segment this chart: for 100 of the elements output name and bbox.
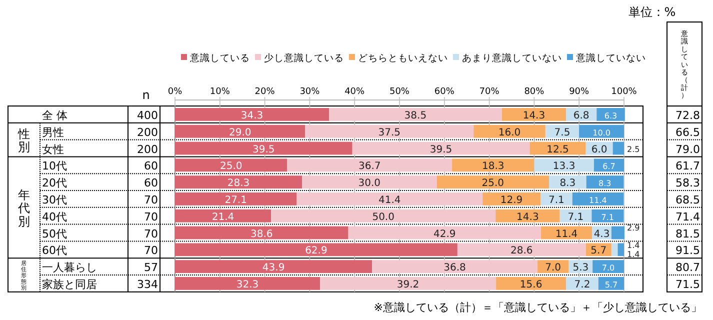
data-label: 30.0 [358, 178, 381, 190]
bar [320, 277, 496, 290]
text: 200 [137, 142, 158, 156]
data-label: 8.3 [560, 178, 576, 190]
data-label: 50.0 [372, 212, 394, 223]
bar [452, 158, 534, 172]
bar [540, 192, 572, 206]
text: 71.5 [676, 278, 700, 291]
data-label: 39.2 [396, 279, 420, 290]
bar [175, 108, 330, 121]
bar [457, 243, 586, 256]
bar [596, 108, 625, 121]
bar [612, 142, 624, 155]
text: 性別 [17, 127, 30, 154]
data-label: 6.8 [573, 110, 590, 122]
bar [348, 226, 541, 240]
bar [175, 158, 288, 172]
y-tick-label: 家族と同居 [42, 278, 97, 291]
bar [175, 192, 297, 206]
data-label: 7.1 [601, 212, 614, 222]
bar [496, 277, 566, 290]
bar [618, 243, 624, 256]
bar [545, 124, 580, 138]
text: 61.7 [676, 160, 700, 173]
bar [611, 243, 618, 256]
bar [175, 142, 352, 155]
text: 200 [137, 126, 158, 139]
data-label: 2.5 [627, 144, 640, 154]
bar [502, 108, 566, 121]
bar [592, 209, 624, 222]
data-label: 18.3 [482, 161, 504, 172]
bar [572, 192, 624, 206]
bar [482, 192, 540, 206]
text: 単位：% [628, 5, 676, 19]
text: 57 [144, 261, 158, 274]
bar [305, 124, 474, 138]
text: 66.5 [676, 126, 700, 139]
data-label: 5.3 [572, 262, 589, 274]
data-label: 6.3 [604, 111, 618, 120]
text: 60 [144, 176, 158, 190]
data-label: 1.4 [627, 250, 640, 260]
data-label: 25.0 [482, 178, 504, 190]
bar [287, 158, 452, 172]
x-tick-label: 40% [344, 87, 366, 97]
bar [537, 260, 569, 273]
bar [175, 243, 458, 256]
data-label: 7.0 [545, 262, 562, 274]
text: 71.4 [676, 210, 700, 224]
bar [329, 108, 502, 121]
text: ※意識している（計）＝「意識している」＋「少し意識している」 [374, 301, 702, 314]
bar [175, 277, 320, 290]
text: 79.0 [676, 142, 700, 156]
y-tick-label: 60代 [42, 244, 67, 258]
bar [560, 209, 592, 222]
y-tick-label: 10代 [42, 160, 67, 173]
bar [549, 176, 586, 188]
bar [352, 142, 530, 155]
x-tick-label: 70% [479, 87, 500, 97]
bar [534, 158, 594, 172]
text: 81.5 [676, 227, 700, 240]
data-label: 42.9 [433, 228, 456, 240]
x-tick-label: 60% [434, 87, 455, 97]
bar [175, 124, 306, 138]
data-label: 27.1 [224, 194, 247, 206]
text: 70 [144, 194, 158, 206]
y-tick-label: 男性 [42, 126, 64, 139]
bar [586, 176, 624, 188]
data-label: 12.9 [500, 194, 523, 206]
bar [296, 192, 483, 206]
legend-label: 意識していない [575, 52, 646, 64]
data-label: 16.0 [498, 127, 521, 138]
x-tick-label: 10% [210, 87, 230, 97]
data-label: 11.4 [589, 196, 607, 205]
bar [496, 209, 560, 222]
x-tick-label: 80% [524, 87, 545, 97]
data-label: 7.0 [602, 264, 615, 273]
data-label: 37.5 [378, 127, 401, 138]
text: 72.8 [676, 109, 700, 122]
data-label: 32.3 [236, 279, 259, 290]
legend-label: あまり意識していない [462, 52, 562, 64]
bar [598, 277, 624, 290]
data-label: 8.3 [598, 179, 612, 188]
legend-label: どちらともいえない [358, 53, 448, 64]
x-tick-label: 30% [300, 87, 320, 97]
y-tick-label: 40代 [42, 210, 67, 224]
x-tick-label: 0% [168, 87, 183, 97]
bar [302, 176, 437, 188]
y-tick-label: 50代 [42, 227, 67, 240]
bar [594, 158, 624, 172]
data-label: 38.6 [250, 228, 273, 240]
data-label: 14.3 [522, 110, 546, 122]
data-label: 7.2 [574, 279, 590, 290]
data-label: 28.3 [227, 178, 250, 190]
text: 400 [137, 109, 158, 122]
data-label: 15.6 [520, 279, 542, 290]
text: 70 [144, 244, 158, 258]
bar [436, 176, 550, 188]
data-label: 7.5 [554, 127, 570, 138]
bar [592, 260, 624, 273]
data-label: 6.0 [591, 144, 608, 156]
